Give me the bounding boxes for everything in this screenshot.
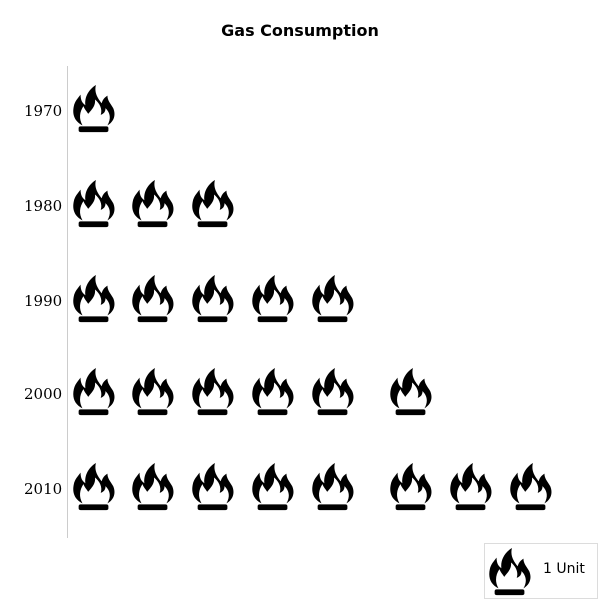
y-tick-label-2000: 2000 [24, 385, 62, 403]
chart-title: Gas Consumption [221, 21, 379, 40]
flame-icon-1980-2 [132, 180, 174, 228]
flame-icon-2010-2 [132, 463, 174, 511]
legend: 1 Unit [484, 543, 598, 599]
flame-icon-2000-5 [312, 368, 354, 416]
y-tick-label-1970: 1970 [24, 102, 62, 120]
flame-icon-2000-1 [73, 368, 115, 416]
legend-flame-icon [489, 548, 531, 596]
flame-icon-2000-6 [390, 368, 432, 416]
flame-icon-1980-3 [192, 180, 234, 228]
flame-icon-2000-2 [132, 368, 174, 416]
flame-icon-2000-4 [252, 368, 294, 416]
y-tick-label-1980: 1980 [24, 197, 62, 215]
y-tick-label-2010: 2010 [24, 480, 62, 498]
flame-icon-1990-2 [132, 275, 174, 323]
y-tick-label-1990: 1990 [24, 292, 62, 310]
flame-icon-2010-5 [312, 463, 354, 511]
flame-icon-2000-3 [192, 368, 234, 416]
flame-icon-1990-1 [73, 275, 115, 323]
flame-icon-1990-4 [252, 275, 294, 323]
flame-icon-1990-3 [192, 275, 234, 323]
flame-icon-1970-1 [73, 85, 115, 133]
flame-icon-2010-6 [390, 463, 432, 511]
flame-icon-2010-4 [252, 463, 294, 511]
flame-icon-2010-7 [450, 463, 492, 511]
flame-icon-2010-8 [510, 463, 552, 511]
chart-marks: 1970 1980 1990 2000 2010 [24, 85, 552, 511]
flame-icon-2010-3 [192, 463, 234, 511]
flame-icon-1990-5 [312, 275, 354, 323]
flame-icon-2010-1 [73, 463, 115, 511]
legend-label: 1 Unit [543, 561, 585, 577]
flame-icon-1980-1 [73, 180, 115, 228]
